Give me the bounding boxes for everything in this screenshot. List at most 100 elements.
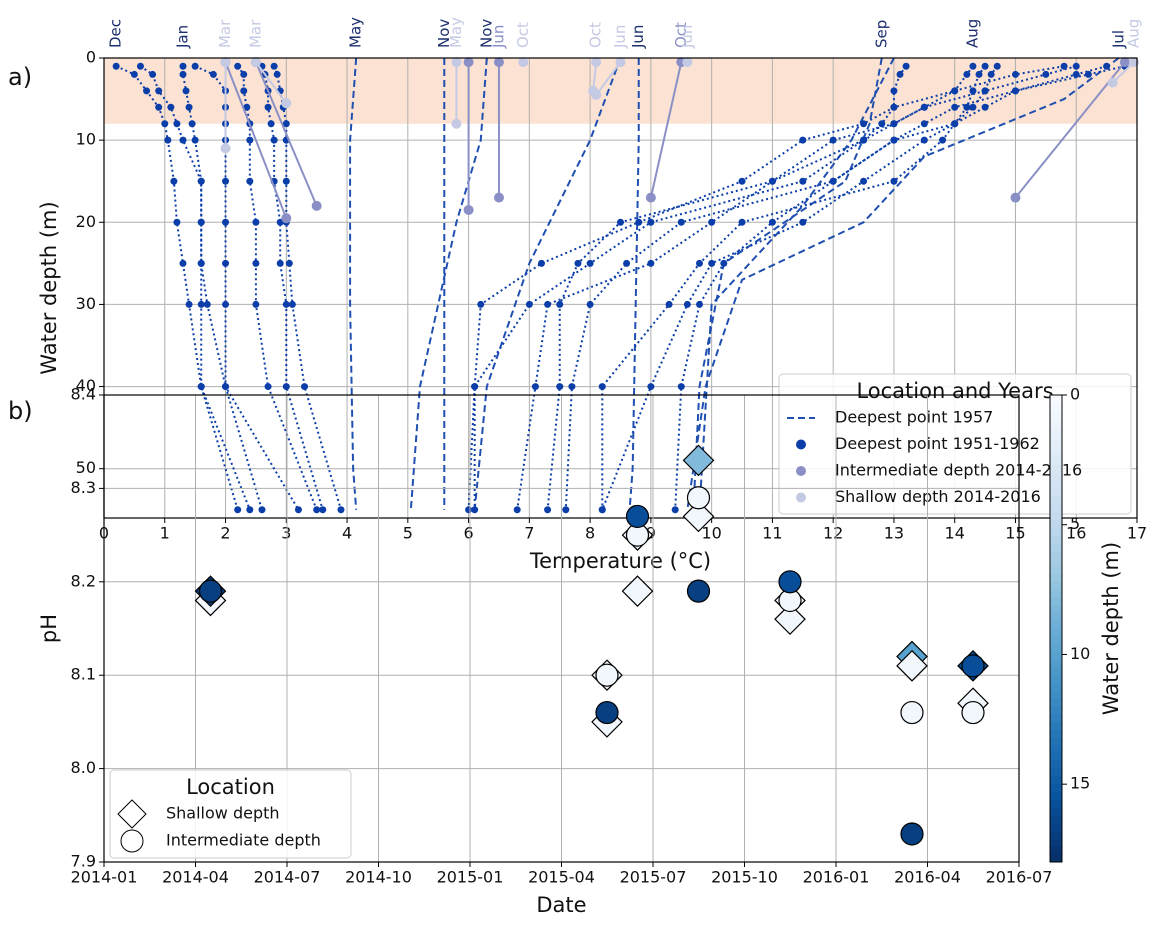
profile-point: [250, 57, 261, 68]
profile-point: [635, 218, 643, 226]
circle-point: [595, 663, 619, 687]
colorbar-frame: [1049, 394, 1063, 863]
month-label: Dec: [107, 19, 125, 48]
profile-point: [191, 136, 199, 144]
profile-line: [686, 57, 1120, 510]
profile-point: [562, 506, 570, 514]
profile-point: [182, 87, 190, 95]
profile-point: [647, 383, 655, 391]
profile-point: [513, 506, 521, 514]
profile-point: [222, 259, 230, 267]
circle-point: [686, 579, 711, 603]
colorbar-segment: [1050, 457, 1062, 466]
panel: 0123456789101112131415161701020304050Tem…: [8, 17, 1147, 573]
profile-point: [799, 177, 807, 185]
profile-point: [1072, 70, 1080, 78]
x-tick-label: 2016-07: [986, 868, 1053, 887]
profile-point: [191, 62, 199, 70]
colorbar-segment: [1050, 714, 1062, 723]
colorbar-segment: [1050, 605, 1062, 614]
profile-point: [463, 57, 474, 68]
profile-line: [595, 61, 622, 96]
plot-area: [112, 57, 1139, 514]
profile-line: [467, 65, 1065, 510]
month-label: Jun: [678, 25, 696, 49]
profile-point: [451, 118, 462, 129]
colorbar-segment: [1050, 574, 1062, 583]
profile-line: [194, 65, 300, 511]
profile-point: [683, 300, 691, 308]
profile-point: [282, 177, 290, 185]
profile-line: [628, 58, 640, 510]
profile-point: [222, 300, 230, 308]
profile-point: [246, 136, 254, 144]
profile-point: [993, 62, 1001, 70]
profile-point: [252, 300, 260, 308]
colorbar-segment: [1050, 535, 1062, 544]
profile-point: [164, 136, 172, 144]
profile-point: [465, 506, 473, 514]
x-tick-label: 7: [524, 524, 534, 543]
profile-point: [556, 300, 564, 308]
y-tick-label: 10: [76, 130, 96, 149]
profile-point: [969, 103, 977, 111]
profile-point: [969, 62, 977, 70]
x-tick-label: 12: [823, 524, 843, 543]
profile-point: [188, 120, 196, 128]
legend-label: Shallow depth 2014-2016: [835, 487, 1041, 506]
month-label: Aug: [963, 19, 981, 48]
profile-point: [556, 383, 564, 391]
colorbar-tick-label: 0: [1070, 385, 1080, 404]
profile-point: [179, 70, 187, 78]
circle-point: [198, 579, 223, 603]
profile-point: [531, 383, 539, 391]
colorbar-segment: [1050, 784, 1062, 793]
x-tick-label: 14: [945, 524, 965, 543]
x-tick-label: 1: [160, 524, 170, 543]
profile-point: [197, 218, 205, 226]
colorbar-segment: [1050, 628, 1062, 637]
profile-point: [246, 177, 254, 185]
profile-line: [349, 57, 358, 510]
x-tick-label: 10: [701, 524, 721, 543]
month-label: Mar: [246, 19, 264, 48]
colorbar-segment: [1050, 698, 1062, 707]
panel: 2014-01 2014-04 2014-07 2014-10 2015-01 2015-…: [8, 385, 1123, 918]
legend-label: Intermediate depth: [166, 831, 321, 850]
profile-point: [451, 57, 462, 68]
x-tick-label: 16: [1066, 524, 1086, 543]
profile-point: [598, 383, 606, 391]
profile-point: [987, 70, 995, 78]
profile-point: [544, 300, 552, 308]
profile-point: [1011, 87, 1019, 95]
colorbar-segment: [1050, 838, 1062, 847]
x-tick-label: 2014-04: [162, 868, 229, 887]
profile-point: [173, 120, 181, 128]
profile-point: [829, 177, 837, 185]
profile-line: [261, 65, 324, 511]
profile-point: [281, 213, 292, 224]
profile-point: [695, 259, 703, 267]
profile-point: [167, 103, 175, 111]
profile-point: [197, 383, 205, 391]
month-label: Sep: [872, 20, 890, 48]
profile-point: [240, 70, 248, 78]
profile-point: [281, 98, 292, 109]
profile-point: [860, 177, 868, 185]
month-label: May: [347, 17, 365, 48]
profile-point: [301, 383, 309, 391]
legend: Location and Years Deepest point 1957 Deep…: [778, 373, 1132, 515]
profile-point: [112, 62, 120, 70]
profile-point: [591, 57, 602, 68]
month-label: Jun: [489, 25, 507, 49]
profile-line: [564, 65, 1126, 510]
profile-line: [649, 61, 683, 198]
profile-point: [155, 87, 163, 95]
colorbar-segment: [1050, 418, 1062, 427]
profile-point: [981, 103, 989, 111]
colorbar-tick-label: 5: [1070, 514, 1080, 533]
colorbar-segment: [1050, 799, 1062, 809]
y-tick-label: 20: [76, 212, 96, 231]
y-tick-label: 8.2: [71, 571, 96, 590]
